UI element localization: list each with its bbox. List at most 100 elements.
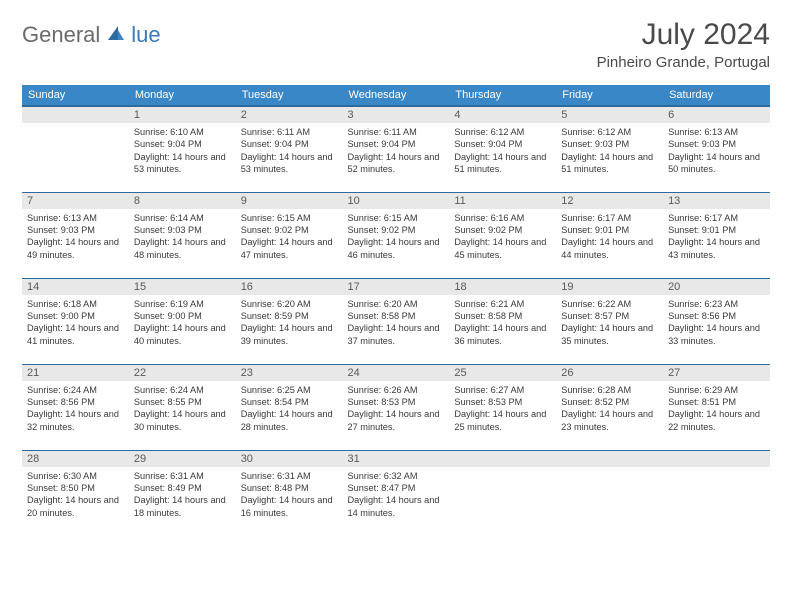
calendar-day-cell: 4Sunrise: 6:12 AMSunset: 9:04 PMDaylight…: [449, 106, 556, 192]
calendar-day-cell: 24Sunrise: 6:26 AMSunset: 8:53 PMDayligh…: [343, 364, 450, 450]
day-content: Sunrise: 6:17 AMSunset: 9:01 PMDaylight:…: [663, 209, 770, 266]
sunrise-text: Sunrise: 6:14 AM: [134, 212, 231, 224]
sunset-text: Sunset: 8:56 PM: [27, 396, 124, 408]
daylight-text: Daylight: 14 hours and 22 minutes.: [668, 408, 765, 433]
sunrise-text: Sunrise: 6:28 AM: [561, 384, 658, 396]
weekday-header-row: Sunday Monday Tuesday Wednesday Thursday…: [22, 85, 770, 106]
sunset-text: Sunset: 8:55 PM: [134, 396, 231, 408]
day-content: Sunrise: 6:16 AMSunset: 9:02 PMDaylight:…: [449, 209, 556, 266]
day-content: Sunrise: 6:27 AMSunset: 8:53 PMDaylight:…: [449, 381, 556, 438]
sunset-text: Sunset: 8:47 PM: [348, 482, 445, 494]
sunrise-text: Sunrise: 6:16 AM: [454, 212, 551, 224]
day-content: Sunrise: 6:15 AMSunset: 9:02 PMDaylight:…: [343, 209, 450, 266]
daylight-text: Daylight: 14 hours and 40 minutes.: [134, 322, 231, 347]
calendar-day-cell: 27Sunrise: 6:29 AMSunset: 8:51 PMDayligh…: [663, 364, 770, 450]
calendar-day-cell: 30Sunrise: 6:31 AMSunset: 8:48 PMDayligh…: [236, 450, 343, 536]
calendar-week-row: 14Sunrise: 6:18 AMSunset: 9:00 PMDayligh…: [22, 278, 770, 364]
day-number: 24: [343, 365, 450, 381]
day-content: Sunrise: 6:25 AMSunset: 8:54 PMDaylight:…: [236, 381, 343, 438]
day-number: 3: [343, 107, 450, 123]
calendar-week-row: 21Sunrise: 6:24 AMSunset: 8:56 PMDayligh…: [22, 364, 770, 450]
day-content: Sunrise: 6:10 AMSunset: 9:04 PMDaylight:…: [129, 123, 236, 180]
day-number: [449, 451, 556, 467]
sunrise-text: Sunrise: 6:15 AM: [241, 212, 338, 224]
sunset-text: Sunset: 9:04 PM: [241, 138, 338, 150]
calendar-day-cell: 1Sunrise: 6:10 AMSunset: 9:04 PMDaylight…: [129, 106, 236, 192]
calendar-day-cell: 10Sunrise: 6:15 AMSunset: 9:02 PMDayligh…: [343, 192, 450, 278]
day-number: 7: [22, 193, 129, 209]
sunrise-text: Sunrise: 6:31 AM: [241, 470, 338, 482]
weekday-header: Saturday: [663, 85, 770, 106]
sunrise-text: Sunrise: 6:12 AM: [561, 126, 658, 138]
day-number: 8: [129, 193, 236, 209]
calendar-day-cell: 21Sunrise: 6:24 AMSunset: 8:56 PMDayligh…: [22, 364, 129, 450]
calendar-day-cell: 22Sunrise: 6:24 AMSunset: 8:55 PMDayligh…: [129, 364, 236, 450]
day-content: Sunrise: 6:15 AMSunset: 9:02 PMDaylight:…: [236, 209, 343, 266]
day-number: [22, 107, 129, 123]
daylight-text: Daylight: 14 hours and 48 minutes.: [134, 236, 231, 261]
day-content: Sunrise: 6:21 AMSunset: 8:58 PMDaylight:…: [449, 295, 556, 352]
calendar-day-cell: 20Sunrise: 6:23 AMSunset: 8:56 PMDayligh…: [663, 278, 770, 364]
day-number: 9: [236, 193, 343, 209]
sunset-text: Sunset: 9:01 PM: [561, 224, 658, 236]
day-content: Sunrise: 6:11 AMSunset: 9:04 PMDaylight:…: [236, 123, 343, 180]
daylight-text: Daylight: 14 hours and 25 minutes.: [454, 408, 551, 433]
sunrise-text: Sunrise: 6:23 AM: [668, 298, 765, 310]
weekday-header: Sunday: [22, 85, 129, 106]
calendar-day-cell: [556, 450, 663, 536]
sunset-text: Sunset: 8:58 PM: [454, 310, 551, 322]
sunset-text: Sunset: 9:04 PM: [348, 138, 445, 150]
calendar-day-cell: 5Sunrise: 6:12 AMSunset: 9:03 PMDaylight…: [556, 106, 663, 192]
sunset-text: Sunset: 8:57 PM: [561, 310, 658, 322]
day-content: Sunrise: 6:30 AMSunset: 8:50 PMDaylight:…: [22, 467, 129, 524]
calendar-day-cell: 29Sunrise: 6:31 AMSunset: 8:49 PMDayligh…: [129, 450, 236, 536]
day-number: 17: [343, 279, 450, 295]
daylight-text: Daylight: 14 hours and 47 minutes.: [241, 236, 338, 261]
sunrise-text: Sunrise: 6:20 AM: [348, 298, 445, 310]
daylight-text: Daylight: 14 hours and 18 minutes.: [134, 494, 231, 519]
calendar-day-cell: 7Sunrise: 6:13 AMSunset: 9:03 PMDaylight…: [22, 192, 129, 278]
day-number: 27: [663, 365, 770, 381]
calendar-day-cell: 2Sunrise: 6:11 AMSunset: 9:04 PMDaylight…: [236, 106, 343, 192]
day-content: Sunrise: 6:12 AMSunset: 9:04 PMDaylight:…: [449, 123, 556, 180]
calendar-week-row: 28Sunrise: 6:30 AMSunset: 8:50 PMDayligh…: [22, 450, 770, 536]
calendar-day-cell: 9Sunrise: 6:15 AMSunset: 9:02 PMDaylight…: [236, 192, 343, 278]
calendar-day-cell: 23Sunrise: 6:25 AMSunset: 8:54 PMDayligh…: [236, 364, 343, 450]
calendar-table: Sunday Monday Tuesday Wednesday Thursday…: [22, 85, 770, 536]
month-title: July 2024: [597, 18, 770, 52]
sunrise-text: Sunrise: 6:19 AM: [134, 298, 231, 310]
daylight-text: Daylight: 14 hours and 33 minutes.: [668, 322, 765, 347]
day-content: Sunrise: 6:31 AMSunset: 8:49 PMDaylight:…: [129, 467, 236, 524]
calendar-day-cell: [449, 450, 556, 536]
sunrise-text: Sunrise: 6:11 AM: [348, 126, 445, 138]
sunrise-text: Sunrise: 6:17 AM: [561, 212, 658, 224]
calendar-day-cell: [663, 450, 770, 536]
day-number: 22: [129, 365, 236, 381]
calendar-day-cell: 13Sunrise: 6:17 AMSunset: 9:01 PMDayligh…: [663, 192, 770, 278]
daylight-text: Daylight: 14 hours and 51 minutes.: [454, 151, 551, 176]
day-content: Sunrise: 6:20 AMSunset: 8:59 PMDaylight:…: [236, 295, 343, 352]
day-content: Sunrise: 6:31 AMSunset: 8:48 PMDaylight:…: [236, 467, 343, 524]
sunset-text: Sunset: 9:02 PM: [454, 224, 551, 236]
daylight-text: Daylight: 14 hours and 28 minutes.: [241, 408, 338, 433]
sunrise-text: Sunrise: 6:27 AM: [454, 384, 551, 396]
day-number: 26: [556, 365, 663, 381]
sunset-text: Sunset: 9:00 PM: [27, 310, 124, 322]
weekday-header: Tuesday: [236, 85, 343, 106]
sunrise-text: Sunrise: 6:12 AM: [454, 126, 551, 138]
weekday-header: Monday: [129, 85, 236, 106]
daylight-text: Daylight: 14 hours and 51 minutes.: [561, 151, 658, 176]
day-content: Sunrise: 6:13 AMSunset: 9:03 PMDaylight:…: [22, 209, 129, 266]
daylight-text: Daylight: 14 hours and 14 minutes.: [348, 494, 445, 519]
calendar-day-cell: 15Sunrise: 6:19 AMSunset: 9:00 PMDayligh…: [129, 278, 236, 364]
day-number: 15: [129, 279, 236, 295]
day-content: Sunrise: 6:22 AMSunset: 8:57 PMDaylight:…: [556, 295, 663, 352]
day-number: 4: [449, 107, 556, 123]
daylight-text: Daylight: 14 hours and 43 minutes.: [668, 236, 765, 261]
calendar-day-cell: [22, 106, 129, 192]
day-content: Sunrise: 6:32 AMSunset: 8:47 PMDaylight:…: [343, 467, 450, 524]
sunrise-text: Sunrise: 6:24 AM: [134, 384, 231, 396]
daylight-text: Daylight: 14 hours and 36 minutes.: [454, 322, 551, 347]
sunset-text: Sunset: 8:48 PM: [241, 482, 338, 494]
sunrise-text: Sunrise: 6:17 AM: [668, 212, 765, 224]
